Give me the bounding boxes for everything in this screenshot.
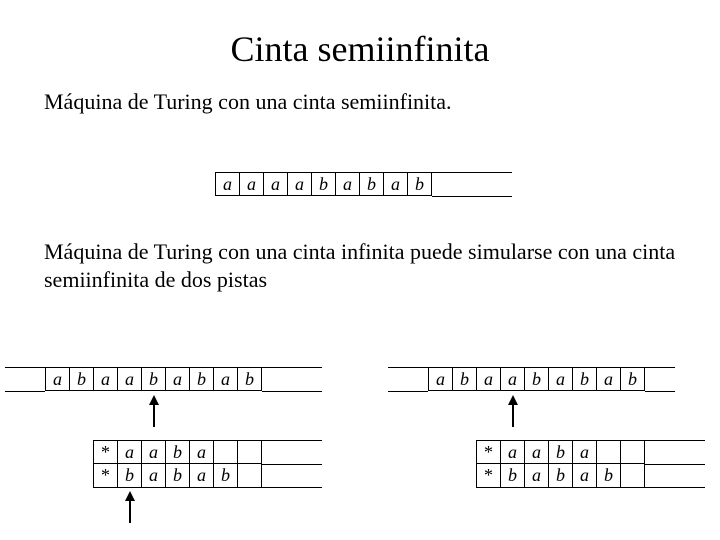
tape-cell: a [428,367,453,391]
paragraph-2: Máquina de Turing con una cinta infinita… [0,230,720,293]
tape-cell: a [572,464,597,488]
tape-cell: a [596,367,621,391]
tape-cell [596,440,621,464]
tape-cell: * [476,464,501,488]
tape-cell: a [524,440,549,464]
tape-cell: * [93,464,118,488]
tape-cell: a [548,367,573,391]
tape-cell: b [165,440,190,464]
tape-cell [237,464,262,488]
tape-cell: b [548,464,573,488]
tape-cell: a [45,367,70,391]
tape-cell: a [524,464,549,488]
tape-cell: a [263,172,288,196]
tape-cell: a [165,367,190,391]
tape-cell: a [500,440,525,464]
tape-cell: a [93,367,118,391]
tape-cell [213,440,238,464]
tape-cell: b [620,367,645,391]
tape-cell: b [141,367,166,391]
tape-bottom-left-two-track: *aaba *babab [93,440,262,488]
tape-cell [620,440,645,464]
tape-bottom-right-infinite: abaababab [428,367,645,391]
tape-cell: a [383,172,408,196]
tape-cell: a [287,172,312,196]
tape-cell [620,464,645,488]
page-title: Cinta semiinfinita [0,0,720,80]
tape-cell: b [117,464,142,488]
tape-cell: b [548,440,573,464]
tape-cell: b [213,464,238,488]
tape-cell: a [239,172,264,196]
tape-cell: a [189,464,214,488]
tape-cell: b [407,172,432,196]
tape-cell: b [572,367,597,391]
tape-cell: b [237,367,262,391]
tape-cell: b [524,367,549,391]
tape-bottom-right-two-track: *aaba *babab [476,440,645,488]
tape-cell: b [69,367,94,391]
paragraph-1: Máquina de Turing con una cinta semiinfi… [0,80,720,116]
tape-cell: a [215,172,240,196]
tape-cell: * [476,440,501,464]
tape-cell: a [117,440,142,464]
tape-bottom-left-infinite: abaababab [45,367,262,391]
tape-cell: a [572,440,597,464]
tape-cell: * [93,440,118,464]
tape-cell: b [596,464,621,488]
tape-cell: b [189,367,214,391]
tape-cell: b [452,367,477,391]
tape-cell: a [141,464,166,488]
tape-cell: b [359,172,384,196]
tape-top: aaaababab [215,172,432,196]
tape-cell [237,440,262,464]
tape-cell: b [500,464,525,488]
tape-cell: a [117,367,142,391]
tape-cell: a [335,172,360,196]
tape-cell: a [213,367,238,391]
tape-cell: a [141,440,166,464]
tape-cell: b [311,172,336,196]
tape-cell: a [476,367,501,391]
tape-cell: b [165,464,190,488]
tape-cell: a [500,367,525,391]
tape-cell: a [189,440,214,464]
